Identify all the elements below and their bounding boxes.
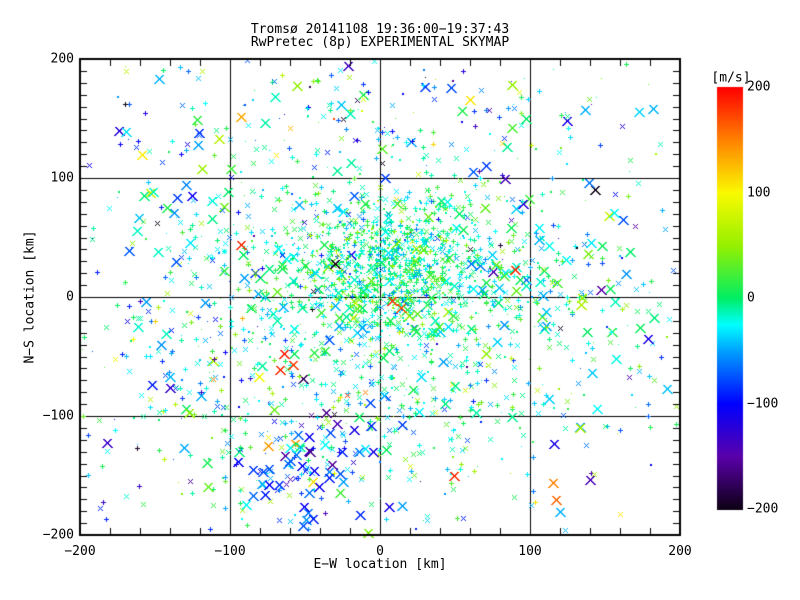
x-tick-label: 0 bbox=[376, 544, 384, 559]
colorbar-unit-label: [m/s] bbox=[711, 70, 751, 86]
colorbar-tick-label: 100 bbox=[747, 185, 771, 201]
y-tick-label: 100 bbox=[50, 170, 74, 186]
x-tick-label: −100 bbox=[214, 544, 246, 559]
y-tick-label: 0 bbox=[66, 289, 74, 305]
y-tick-label: −100 bbox=[42, 408, 74, 424]
y-axis-title: N−S location [km] bbox=[22, 230, 38, 364]
x-tick-label: 100 bbox=[518, 544, 542, 559]
x-tick-label: 200 bbox=[668, 544, 692, 559]
x-tick-label: −200 bbox=[64, 544, 96, 559]
colorbar-tick-label: −200 bbox=[747, 501, 779, 517]
colorbar-tick-label: −100 bbox=[747, 396, 779, 412]
colorbar-tick-label: 200 bbox=[747, 79, 771, 95]
x-axis-title: E−W location [km] bbox=[313, 557, 447, 572]
y-tick-label: 200 bbox=[50, 51, 74, 67]
y-tick-label: −200 bbox=[42, 527, 74, 543]
colorbar-tick-label: 0 bbox=[747, 290, 755, 306]
